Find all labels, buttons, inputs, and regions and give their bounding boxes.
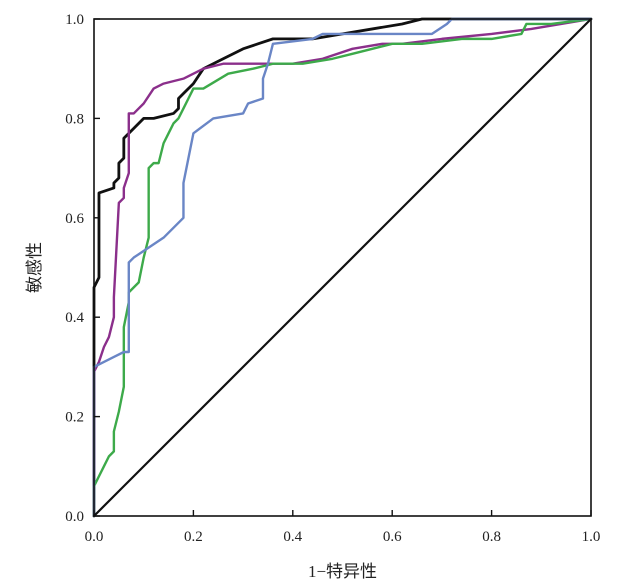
y-tick-label: 0.8 [65, 111, 84, 127]
series-layer [92, 17, 593, 518]
roc-series-line-3 [92, 17, 593, 518]
tick-layer: 0.0 0.2 0.4 0.6 0.8 1.0 0.0 0.2 0.4 0.6 0.8 1.0 [65, 12, 600, 545]
x-tick-label: 0.2 [184, 529, 203, 545]
x-tick-label: 0.0 [85, 529, 104, 545]
roc-series-line-4 [92, 17, 593, 518]
y-tick-label: 1.0 [65, 12, 84, 28]
x-tick-label: 0.8 [482, 529, 501, 545]
x-tick-label: 1.0 [582, 529, 601, 545]
y-tick-label: 0.2 [65, 410, 84, 426]
y-tick-label: 0.4 [65, 310, 84, 326]
y-axis-label: 敏感性 [25, 242, 44, 293]
y-tick-label: 0.0 [65, 509, 84, 525]
reference-diagonal-line [92, 17, 593, 518]
x-tick-label: 0.6 [383, 529, 402, 545]
y-tick-label: 0.6 [65, 211, 84, 227]
x-tick-label: 0.4 [283, 529, 302, 545]
roc-series-line-1 [92, 17, 593, 518]
x-axis-label: 1−特异性 [308, 562, 377, 581]
plot-frame [93, 18, 592, 517]
